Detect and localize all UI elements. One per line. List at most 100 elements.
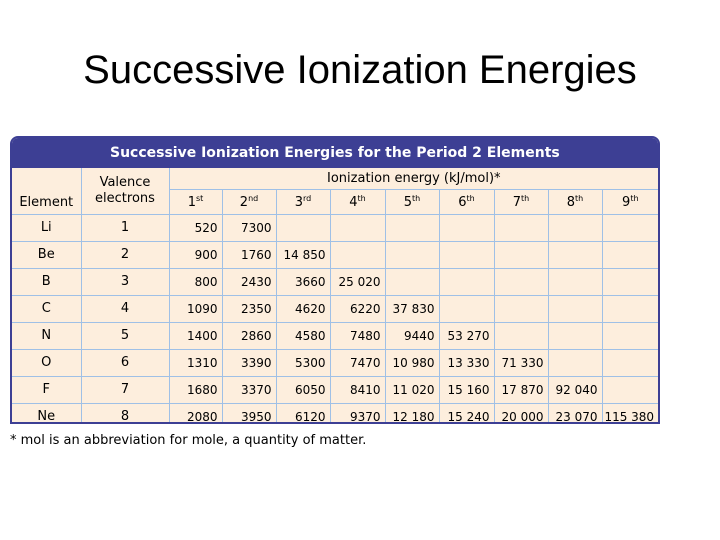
element-cell: Ne <box>12 402 82 422</box>
ordinal-number: 3 <box>294 194 304 210</box>
energy-cell: 3950 <box>221 402 277 422</box>
table-row: Li 1 520 7300 <box>12 213 658 242</box>
energy-cell: 520 <box>168 213 223 242</box>
energy-cell: 23 070 <box>547 402 603 422</box>
ordinal-header: 9th <box>601 188 658 215</box>
footnote: * mol is an abbreviation for mole, a qua… <box>10 433 367 448</box>
table-row: B 3 800 2430 3660 25 020 <box>12 267 658 296</box>
table-row: C 4 1090 2350 4620 6220 37 830 <box>12 294 658 323</box>
energy-cell: 7480 <box>329 321 386 350</box>
energy-cell <box>601 321 658 350</box>
ordinal-header: 2nd <box>221 188 277 215</box>
energy-cell <box>384 267 440 296</box>
ordinal-number: 8 <box>566 194 576 210</box>
energy-cell: 5300 <box>275 348 331 377</box>
energy-cell: 1760 <box>221 240 277 269</box>
ionization-grid: Element Valence electrons Ionization ene… <box>12 168 658 422</box>
element-cell: Li <box>12 213 82 242</box>
table-row: Be 2 900 1760 14 850 <box>12 240 658 269</box>
table-body: Li 1 520 7300 Be 2 900 1760 14 850 B 3 800 2430 3660 2… <box>12 213 658 422</box>
ordinal-suffix: th <box>357 193 366 203</box>
element-cell: N <box>12 321 82 350</box>
energy-cell: 3660 <box>275 267 331 296</box>
energy-cell: 2430 <box>221 267 277 296</box>
energy-cell <box>493 294 549 323</box>
energy-cell <box>547 213 603 242</box>
energy-cell: 2860 <box>221 321 277 350</box>
energy-cell: 20 000 <box>493 402 549 422</box>
valence-cell: 7 <box>80 375 170 404</box>
energy-cell <box>493 213 549 242</box>
energy-cell <box>438 294 495 323</box>
ordinal-suffix: rd <box>303 193 312 203</box>
ordinal-number: 9 <box>622 194 631 210</box>
energy-cell <box>329 240 386 269</box>
valence-header-line1: Valence <box>99 174 151 190</box>
energy-cell: 4620 <box>275 294 331 323</box>
energy-cell: 13 330 <box>438 348 495 377</box>
ordinal-header: 6th <box>438 188 495 215</box>
energy-cell <box>438 213 495 242</box>
energy-cell <box>438 240 495 269</box>
energy-cell <box>493 267 549 296</box>
ordinal-header-row: 1st 2nd 3rd 4th 5th 6th 7th 8th 9th <box>12 188 658 215</box>
energy-cell: 7300 <box>221 213 277 242</box>
energy-cell <box>601 213 658 242</box>
energy-cell <box>493 321 549 350</box>
ordinal-suffix: st <box>195 193 204 203</box>
energy-cell: 6120 <box>275 402 331 422</box>
ordinal-number: 4 <box>349 194 358 210</box>
valence-cell: 5 <box>80 321 170 350</box>
energy-cell: 9440 <box>384 321 440 350</box>
energy-cell <box>547 348 603 377</box>
energy-cell: 3390 <box>221 348 277 377</box>
energy-cell <box>547 321 603 350</box>
ordinal-header: 4th <box>329 188 386 215</box>
energy-cell <box>601 267 658 296</box>
energy-cell: 2080 <box>168 402 223 422</box>
energy-cell: 1680 <box>168 375 223 404</box>
valence-cell: 3 <box>80 267 170 296</box>
energy-cell: 900 <box>168 240 223 269</box>
table-row: Ne 8 2080 3950 6120 9370 12 180 15 240 20 000 23 … <box>12 402 658 422</box>
energy-cell: 1400 <box>168 321 223 350</box>
energy-cell: 15 160 <box>438 375 495 404</box>
energy-cell: 2350 <box>221 294 277 323</box>
energy-cell <box>547 294 603 323</box>
ordinal-number: 1 <box>187 194 196 210</box>
ordinal-suffix: th <box>575 193 584 203</box>
energy-cell: 8410 <box>329 375 386 404</box>
ordinal-header: 7th <box>493 188 549 215</box>
ordinal-header: 8th <box>547 188 603 215</box>
energy-cell: 1310 <box>168 348 223 377</box>
energy-cell <box>601 294 658 323</box>
ordinal-number: 7 <box>512 194 522 210</box>
valence-cell: 6 <box>80 348 170 377</box>
element-cell: F <box>12 375 82 404</box>
element-column-header: Element <box>12 168 82 215</box>
energy-cell: 15 240 <box>438 402 495 422</box>
ionization-energy-table: Successive Ionization Energies for the P… <box>10 136 660 424</box>
valence-cell: 1 <box>80 213 170 242</box>
energy-cell: 800 <box>168 267 223 296</box>
valence-cell: 8 <box>80 402 170 422</box>
energy-cell: 6050 <box>275 375 331 404</box>
valence-column-header: Valence electrons <box>80 168 170 215</box>
valence-header-line2: electrons <box>95 190 155 206</box>
ordinal-suffix: th <box>466 193 475 203</box>
element-cell: C <box>12 294 82 323</box>
energy-cell <box>547 240 603 269</box>
energy-cell <box>601 375 658 404</box>
energy-cell: 92 040 <box>547 375 603 404</box>
energy-cell: 25 020 <box>329 267 386 296</box>
ordinal-header: 1st <box>169 188 223 215</box>
energy-cell: 10 980 <box>384 348 440 377</box>
ionization-energy-header: Ionization energy (kJ/mol)* <box>168 168 658 190</box>
ordinal-header: 3rd <box>275 188 331 215</box>
energy-cell <box>384 213 440 242</box>
energy-cell <box>547 267 603 296</box>
element-cell: Be <box>12 240 82 269</box>
ordinal-suffix: nd <box>248 193 259 203</box>
energy-cell <box>384 240 440 269</box>
energy-cell: 4580 <box>275 321 331 350</box>
